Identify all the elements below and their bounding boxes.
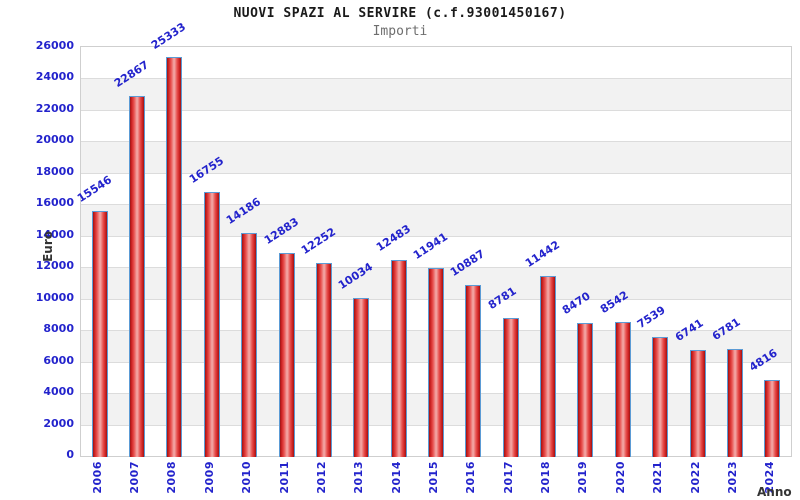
- chart-title: NUOVI SPAZI AL SERVIRE (c.f.93001450167): [233, 6, 567, 21]
- plot-band: [81, 78, 791, 110]
- y-tick-label: 18000: [35, 164, 74, 178]
- y-axis-title: Euro: [41, 231, 55, 262]
- x-tick-label-2023: 2023: [725, 461, 739, 494]
- x-tick-label-2013: 2013: [352, 461, 366, 494]
- y-tick-label: 4000: [43, 385, 74, 399]
- y-tick-label: 10000: [35, 290, 74, 304]
- x-tick-label-2014: 2014: [389, 461, 403, 494]
- y-tick-label: 14000: [35, 227, 74, 241]
- gridline: [81, 267, 791, 269]
- bar-2020: [614, 321, 631, 457]
- bar-2021: [652, 337, 669, 457]
- bar-2018: [540, 276, 557, 457]
- x-tick-label-2010: 2010: [240, 461, 254, 494]
- y-tick-label: 20000: [35, 133, 74, 147]
- y-tick-label: 12000: [35, 259, 74, 273]
- x-tick-label-2022: 2022: [688, 461, 702, 494]
- x-tick-label-2007: 2007: [128, 461, 142, 494]
- bar-2008: [166, 57, 183, 457]
- bar-2014: [390, 259, 407, 457]
- bar-2024: [764, 380, 781, 457]
- y-tick-label: 2000: [43, 416, 74, 430]
- x-axis-title: Anno: [757, 485, 792, 499]
- x-tick-label-2012: 2012: [314, 461, 328, 494]
- bar-2019: [577, 322, 594, 457]
- bar-2016: [465, 284, 482, 457]
- gridline: [81, 141, 791, 143]
- x-tick-label-2020: 2020: [613, 461, 627, 494]
- bar-2009: [203, 192, 220, 457]
- bar-2010: [241, 232, 258, 457]
- bar-2013: [353, 298, 370, 457]
- bar-2012: [315, 263, 332, 457]
- gridline: [81, 109, 791, 111]
- y-tick-label: 24000: [35, 70, 74, 84]
- y-tick-label: 6000: [43, 353, 74, 367]
- bar-2023: [726, 349, 743, 457]
- bar-2017: [502, 317, 519, 457]
- x-tick-label-2021: 2021: [651, 461, 665, 494]
- bar-2022: [689, 349, 706, 457]
- bar-2011: [278, 253, 295, 457]
- bar-2007: [129, 96, 146, 457]
- y-tick-label: 8000: [43, 322, 74, 336]
- x-tick-label-2006: 2006: [90, 461, 104, 494]
- gridline: [81, 172, 791, 174]
- x-tick-label-2009: 2009: [202, 461, 216, 494]
- y-tick-label: 16000: [35, 196, 74, 210]
- y-tick-label: 22000: [35, 101, 74, 115]
- plot-area: 15546 22867 25333 16755 14186 12883 12252 10034…: [75, 20, 792, 457]
- x-tick-label-2008: 2008: [165, 461, 179, 494]
- x-tick-label-2019: 2019: [576, 461, 590, 494]
- bar-2006: [91, 211, 108, 457]
- gridline: [81, 235, 791, 237]
- plot-band: [81, 235, 791, 268]
- y-tick-label: 0: [66, 448, 74, 461]
- x-tick-label-2016: 2016: [464, 461, 478, 494]
- plot-band: [81, 204, 791, 236]
- x-tick-label-2011: 2011: [277, 461, 291, 494]
- x-tick-label-2017: 2017: [501, 461, 515, 494]
- plot-band: [81, 47, 791, 79]
- plot-band: [81, 172, 791, 205]
- gridline: [81, 204, 791, 206]
- bar-2015: [428, 268, 444, 457]
- plot-band: [81, 109, 791, 142]
- y-tick-label: 26000: [35, 39, 74, 52]
- chart-subtitle: Importi: [372, 24, 428, 39]
- gridline: [81, 78, 791, 80]
- plot-band: [81, 141, 791, 173]
- x-tick-label-2018: 2018: [539, 461, 553, 494]
- x-tick-label-2015: 2015: [427, 461, 440, 494]
